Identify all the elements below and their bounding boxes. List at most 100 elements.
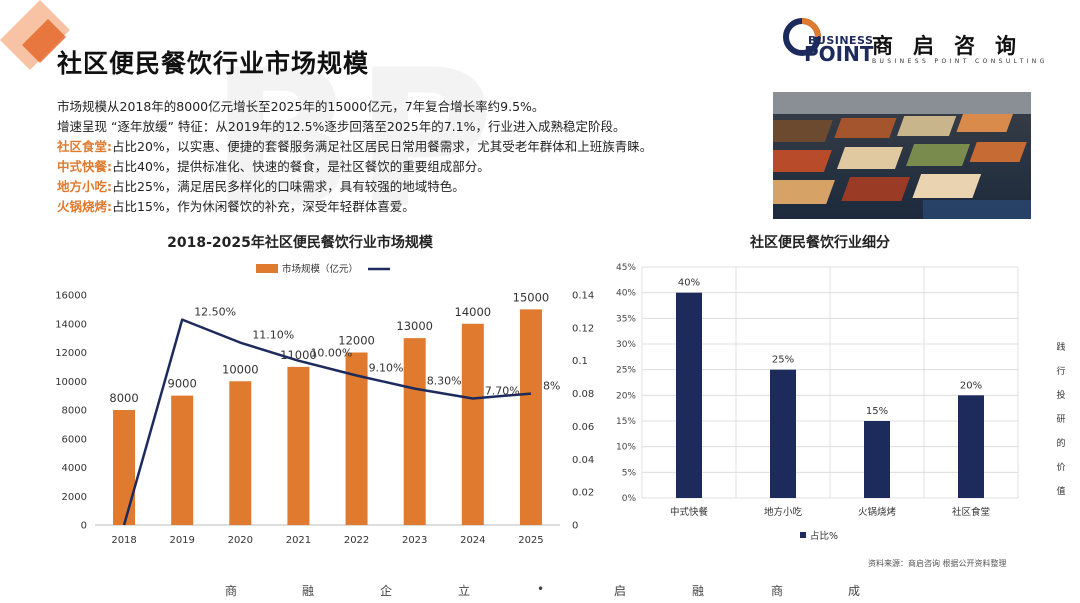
side-char: 行	[1056, 367, 1066, 377]
footer-char: •	[537, 582, 545, 596]
y-right-tick-label: 0.04	[572, 455, 594, 466]
legend-label: 占比%	[810, 530, 838, 542]
legend-swatch	[800, 532, 806, 538]
bar-value-label: 15%	[866, 406, 888, 417]
item-text: 占比25%，满足居民多样化的口味需求，具有较强的地域特色。	[112, 179, 465, 194]
footer-char: 融	[302, 584, 315, 598]
x-tick-label: 2018	[111, 535, 136, 546]
line-value-label: 9.10%	[369, 362, 404, 375]
bar	[403, 338, 426, 525]
bar-value-label: 13000	[396, 319, 433, 333]
y-right-tick-label: 0	[572, 521, 578, 532]
y-tick-label: 0%	[622, 494, 637, 504]
footer-char: 企	[380, 584, 393, 598]
legend-bar-label: 市场规模（亿元）	[282, 263, 358, 275]
growth-line	[122, 318, 532, 526]
bar-value-label: 10000	[222, 362, 259, 376]
x-tick-label: 2022	[344, 535, 369, 546]
y-right-tick-label: 0.06	[572, 422, 594, 433]
background-watermark: BP	[210, 29, 495, 250]
bar-value-label: 9000	[168, 377, 197, 391]
x-tick-label: 2025	[518, 535, 543, 546]
y-left-tick-label: 16000	[55, 291, 87, 302]
y-tick-label: 30%	[616, 340, 636, 350]
y-left-tick-label: 6000	[62, 434, 87, 445]
company-logo: BUSINESS POINT 商启咨询 BUSINESS POINT CONSU…	[780, 16, 1065, 68]
line-value-label: 8.30%	[427, 375, 462, 388]
x-tick-label: 地方小吃	[764, 506, 803, 518]
side-char: 价	[1056, 463, 1066, 473]
y-tick-label: 35%	[616, 314, 636, 324]
x-tick-label: 2019	[169, 535, 194, 546]
side-char: 投	[1056, 391, 1066, 401]
bar-value-label: 20%	[960, 380, 982, 391]
y-tick-label: 45%	[616, 263, 636, 273]
line-value-label: 10.00%	[310, 347, 352, 360]
y-left-tick-label: 14000	[55, 319, 87, 330]
y-left-tick-label: 4000	[62, 463, 87, 474]
y-tick-label: 15%	[616, 417, 636, 427]
footer-char: 商	[225, 584, 238, 598]
bar	[864, 421, 890, 498]
y-left-tick-label: 10000	[55, 377, 87, 388]
footer-char: 启	[614, 584, 627, 598]
description-item: 社区食堂:占比20%，以实惠、便捷的套餐服务满足社区居民日常用餐需求，尤其受老年…	[57, 137, 757, 157]
y-tick-label: 10%	[616, 443, 636, 453]
y-right-tick-label: 0.02	[572, 488, 594, 499]
item-label: 社区食堂:	[57, 139, 112, 154]
bar-value-label: 12000	[338, 334, 375, 348]
y-right-tick-label: 0.1	[572, 356, 588, 367]
y-right-tick-label: 0.12	[572, 323, 594, 334]
x-tick-label: 火锅烧烤	[858, 506, 897, 518]
y-left-tick-label: 8000	[62, 406, 87, 417]
bar-value-label: 14000	[455, 305, 492, 319]
x-tick-label: 2023	[402, 535, 427, 546]
description-line: 市场规模从2018年的8000亿元增长至2025年的15000亿元，7年复合增长…	[57, 99, 545, 114]
y-left-tick-label: 2000	[62, 492, 87, 503]
x-tick-label: 2021	[286, 535, 311, 546]
bar	[171, 395, 194, 525]
bar	[461, 323, 484, 525]
logo-cn-name: 商启咨询	[872, 34, 1036, 58]
chart-title: 2018-2025年社区便民餐饮行业市场规模	[167, 234, 434, 251]
line-value-label: 7.70%	[485, 385, 520, 398]
y-tick-label: 40%	[616, 289, 636, 299]
footer-char: 商	[771, 584, 784, 598]
bar-value-label: 15000	[513, 290, 550, 304]
side-char: 的	[1056, 439, 1066, 449]
food-photo	[773, 92, 1031, 219]
side-char: 值	[1056, 487, 1066, 497]
y-tick-label: 20%	[616, 391, 636, 401]
bar	[113, 410, 136, 525]
side-char: 研	[1056, 415, 1066, 425]
logo-brand-line1: BUSINESS	[808, 34, 874, 47]
bar	[519, 309, 542, 525]
segment-chart: 社区便民餐饮行业细分 0% 5% 10% 15% 20% 25% 30% 35% 40% 45% 40…	[616, 234, 1019, 542]
logo-brand-line2: POINT	[804, 42, 874, 66]
description-item: 中式快餐:占比40%，提供标准化、快速的餐食，是社区餐饮的重要组成部分。	[57, 157, 757, 177]
bar	[287, 366, 310, 525]
page-title: 社区便民餐饮行业市场规模	[57, 49, 370, 78]
chart-title: 社区便民餐饮行业细分	[749, 234, 890, 251]
y-tick-label: 25%	[616, 366, 636, 376]
y-left-tick-label: 12000	[55, 348, 87, 359]
x-tick-label: 社区食堂	[952, 506, 990, 518]
y-right-tick-label: 0.08	[572, 389, 594, 400]
bar	[229, 381, 252, 525]
line-value-label: 12.50%	[194, 306, 236, 319]
bar-value-label: 8000	[109, 391, 138, 405]
x-tick-label: 中式快餐	[670, 506, 709, 518]
logo-ring-icon	[783, 18, 821, 56]
item-text: 占比40%，提供标准化、快速的餐食，是社区餐饮的重要组成部分。	[112, 159, 490, 174]
footer-char: 成	[848, 584, 861, 598]
line-value-label: 8%	[543, 380, 560, 393]
bar-value-label: 25%	[772, 355, 794, 366]
bar	[770, 369, 796, 498]
description-item: 火锅烧烤:占比15%，作为休闲餐饮的补充，深受年轻群体喜爱。	[57, 197, 757, 217]
legend-bar-swatch	[256, 264, 278, 273]
side-slogan: 践 行 投 研 的 价 值	[1055, 340, 1067, 508]
corner-decoration	[0, 0, 70, 70]
description-line: 增速呈现 “逐年放缓” 特征：从2019年的12.5%逐步回落至2025年的7.…	[57, 119, 626, 134]
line-value-label: 11.10%	[252, 329, 294, 342]
